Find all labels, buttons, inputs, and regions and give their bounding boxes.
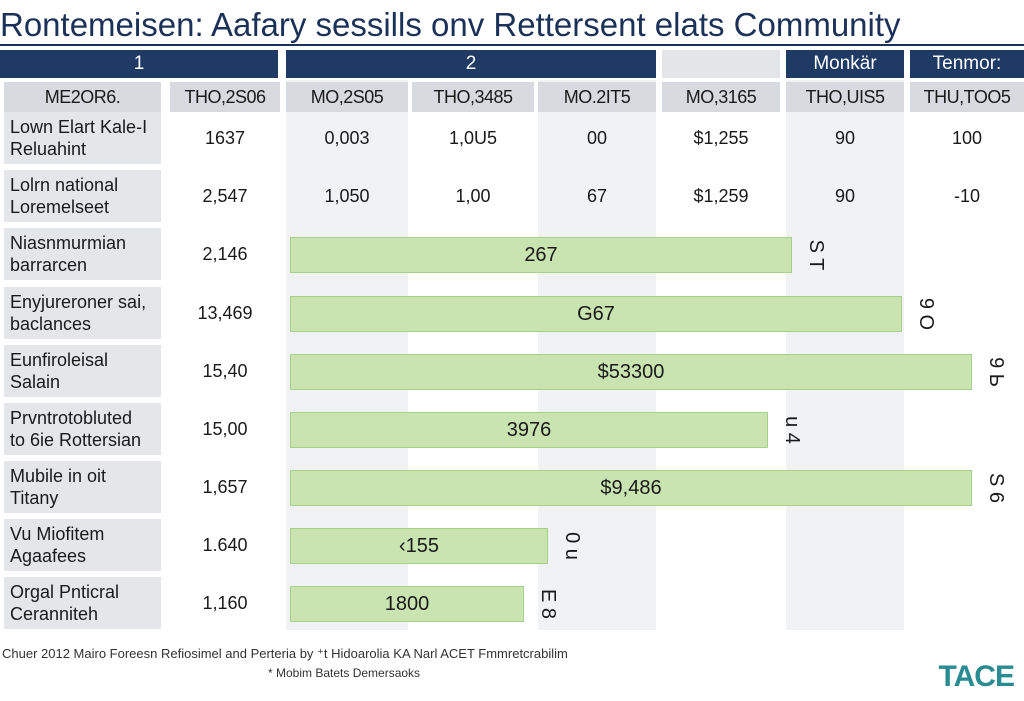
row-first-value: 2,146: [202, 244, 248, 264]
row-first-value: 1,160: [202, 593, 248, 613]
bar: [290, 354, 972, 390]
row-label-line: Ceranniteh: [10, 604, 99, 624]
column-header: THO,2S06: [170, 82, 280, 112]
row-label-line: barrarcen: [10, 255, 88, 275]
chart-title: Rontemeisen: Aafary sessills onv Retters…: [0, 6, 901, 43]
row-label: Orgal Pnticral Ceranniteh: [4, 577, 161, 629]
row-label: Lown Elart Kale-I Reluahint: [4, 112, 161, 164]
bar: [290, 470, 972, 506]
bar: [290, 412, 768, 448]
bar-side-label: Ε 8: [537, 588, 559, 620]
table-cell: -10: [953, 186, 980, 206]
table-cell: 00: [586, 128, 608, 148]
row-label-line: Agaafees: [10, 546, 87, 566]
table-cell: 90: [834, 128, 856, 148]
row-label: Prvntrotobluted to 6ie Rottersian: [4, 403, 161, 455]
table-cell: 90: [834, 186, 856, 206]
bar-label: G67: [577, 303, 615, 325]
band-monkar: Monkär: [786, 50, 904, 78]
table-cell: 100: [951, 128, 983, 148]
row-label-line: Lolrn national: [10, 175, 119, 195]
row-first-value: 2,547: [202, 186, 248, 206]
bar-side-label: S T: [805, 239, 827, 271]
table-cell: $1,259: [693, 186, 749, 206]
column-header: THO,3485: [412, 82, 534, 112]
column-header: MO.2IT5: [538, 82, 656, 112]
row-first-value: 15,40: [202, 361, 248, 381]
column-header: THO,UIS5: [786, 82, 904, 112]
row-first-value: 13,469: [197, 303, 253, 323]
bar-side-label: 0 u: [561, 532, 583, 560]
column-header: MO,3165: [662, 82, 780, 112]
row-label: Vu Miofitem Agaafees: [4, 519, 161, 571]
row-label: Enyjureroner sai, baclances: [4, 287, 161, 339]
row-label-line: Salain: [10, 372, 61, 392]
table-cell: $1,255: [693, 128, 749, 148]
bar-side-label: 9 O: [915, 297, 937, 331]
row-first-value: 1,657: [202, 477, 248, 497]
band-2: 2: [286, 50, 656, 78]
row-label-line: Prvntrotobluted: [10, 408, 133, 428]
row-label-line: Enyjureroner sai,: [10, 292, 147, 312]
band-spacer: [662, 50, 780, 78]
row-label-line: Vu Miofitem: [10, 524, 105, 544]
row-first-value: 15,00: [202, 419, 248, 439]
row-label-line: baclances: [10, 314, 92, 334]
bar: [290, 586, 524, 622]
bar-label: 267: [524, 244, 558, 266]
table-cell: 1,050: [324, 186, 370, 206]
row-label-line: Mubile in oit: [10, 466, 107, 486]
row-label: Niasnmurmian barrarcen: [4, 228, 161, 280]
table-cell: 1,0U5: [448, 128, 498, 148]
row-label-line: to 6ie Rottersian: [10, 430, 142, 450]
row-label-line: Lown Elart Kale-I: [10, 117, 148, 137]
brand-logo: TACE: [938, 660, 1015, 693]
footer-source: Chuer 2012 Mairo Foreesn Refiosimel and …: [2, 646, 568, 661]
row-label-line: Niasnmurmian: [10, 233, 127, 253]
bar-label: $9,486: [600, 477, 662, 499]
bar-label: ‹155: [398, 535, 440, 557]
row-label-line: Eunfiroleisal: [10, 350, 109, 370]
footer-note: * Mobim Batets Demersaoks: [268, 666, 421, 680]
row-first-value: 1.640: [202, 535, 248, 555]
table-cell: 67: [586, 186, 608, 206]
column-header: THU,TOO5: [910, 82, 1024, 112]
row-first-value: 1637: [204, 128, 246, 148]
title-rule: [0, 44, 1024, 46]
row-label: Eunfiroleisal Salain: [4, 345, 161, 397]
row-label-line: Orgal Pnticral: [10, 582, 120, 602]
bar: [290, 528, 548, 564]
bar-label: 3976: [506, 419, 552, 441]
bar-label: 1800: [384, 593, 430, 615]
row-label: Mubile in oit Titany: [4, 461, 161, 513]
table-cell: 1,00: [455, 186, 491, 206]
row-label-line: Reluahint: [10, 139, 87, 159]
bar-side-label: u 4: [781, 416, 803, 444]
row-label-line: Titany: [10, 488, 59, 508]
bar: [290, 237, 792, 273]
row-label: Lolrn national Loremelseet: [4, 170, 161, 222]
band-1: 1: [0, 50, 278, 78]
band-tenmor: Tenmor:: [910, 50, 1024, 78]
row-label-line: Loremelseet: [10, 197, 110, 217]
bar-label: $53300: [597, 361, 665, 383]
bar-side-label: 9 Ь: [985, 357, 1007, 387]
bar-side-label: S 6: [985, 472, 1007, 504]
table-cell: 0,003: [324, 128, 370, 148]
bar: [290, 296, 902, 332]
column-header: MO,2S05: [286, 82, 408, 112]
column-header: ME2OR6.: [4, 82, 161, 112]
